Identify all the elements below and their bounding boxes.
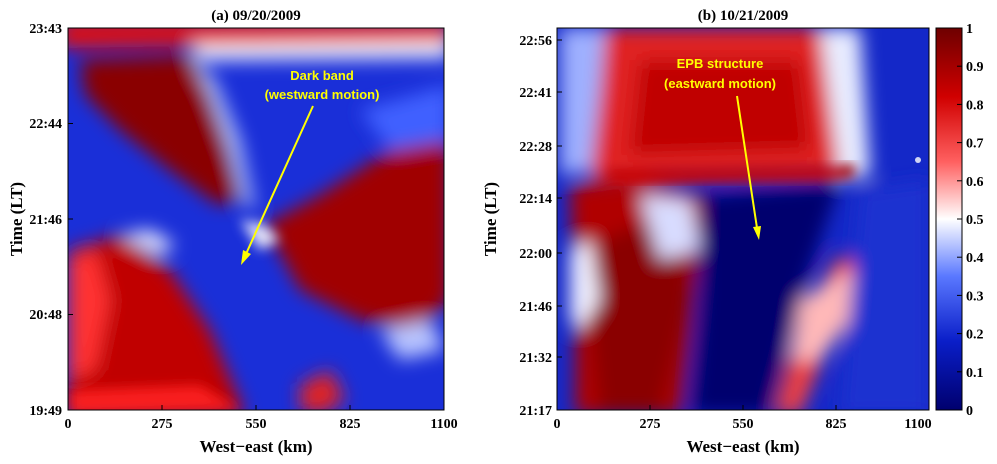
panel-b-y-tick: 21:46 <box>519 300 552 315</box>
colorbar-tick: 0.6 <box>966 175 984 190</box>
panel-a-arrow <box>241 105 314 265</box>
panel-a-annotation-line2: (westward motion) <box>265 87 380 102</box>
colorbar-tick: 0.2 <box>966 328 984 343</box>
panel-b-annotation-line1: EPB structure <box>677 56 764 71</box>
panel-b-y-tick: 21:32 <box>519 351 552 366</box>
panel-b-annotation-line2: (eastward motion) <box>664 76 776 91</box>
colorbar-tick: 0.9 <box>966 60 984 75</box>
colorbar-tick: 0.5 <box>966 213 984 228</box>
panel-b-x-tick: 550 <box>733 417 754 432</box>
panel-b-x-tick: 825 <box>826 417 847 432</box>
panel-b-heatmap <box>557 28 929 410</box>
panel-b-y-axis: 21:17 21:32 21:46 22:00 22:14 22:28 22:4… <box>519 34 562 419</box>
colorbar-tick: 0 <box>966 404 973 419</box>
panel-a-x-tick: 0 <box>65 417 72 432</box>
panel-a-x-tick: 275 <box>152 417 173 432</box>
panel-b-y-tick: 22:28 <box>519 140 552 155</box>
panel-b-y-tick: 22:41 <box>519 86 552 101</box>
panel-b-y-tick: 22:56 <box>519 34 552 49</box>
panel-b: (b) 10/21/2009 <box>481 8 932 456</box>
panel-a-y-label: Time (LT) <box>7 182 26 256</box>
colorbar-tick: 0.3 <box>966 289 984 304</box>
colorbar-tick: 0.1 <box>966 366 984 381</box>
panel-a-annotation-line1: Dark band <box>290 68 354 83</box>
panel-a-x-tick: 550 <box>246 417 267 432</box>
colorbar-tick: 0.7 <box>966 137 984 152</box>
panel-a-y-tick: 22:44 <box>29 117 62 132</box>
panel-b-y-tick: 21:17 <box>519 404 552 419</box>
panel-a-heatmap <box>68 28 444 410</box>
panel-b-x-tick: 1100 <box>904 417 931 432</box>
panel-b-title: (b) 10/21/2009 <box>698 8 788 24</box>
panel-a-x-axis: 0 275 550 825 1100 <box>65 405 458 432</box>
panel-a-y-tick: 23:43 <box>29 22 62 37</box>
panel-b-y-tick: 22:14 <box>519 192 552 207</box>
panel-a-title: (a) 09/20/2009 <box>211 8 301 24</box>
colorbar-tick: 0.8 <box>966 98 984 113</box>
panel-a-y-tick: 20:48 <box>29 308 62 323</box>
panel-b-arrow <box>736 95 761 240</box>
panel-b-x-axis: 0 275 550 825 1100 <box>554 405 932 432</box>
panel-a-y-axis: 19:49 20:48 21:46 22:44 23:43 <box>29 22 73 419</box>
panel-b-x-tick: 275 <box>640 417 661 432</box>
panel-a-x-tick: 1100 <box>430 417 457 432</box>
panel-a: (a) 09/20/2009 <box>7 8 458 456</box>
panel-a-y-tick: 19:49 <box>29 404 62 419</box>
colorbar-tick: 0.4 <box>966 251 984 266</box>
colorbar-tick: 1 <box>966 22 973 37</box>
panel-b-y-label: Time (LT) <box>481 182 500 256</box>
panel-a-x-tick: 825 <box>340 417 361 432</box>
colorbar-ticks: 0 0.1 0.2 0.3 0.4 0.5 0.6 0.7 0.8 0.9 1 <box>957 22 984 419</box>
panel-a-y-tick: 21:46 <box>29 213 62 228</box>
panel-b-y-tick: 22:00 <box>519 247 552 262</box>
panel-a-x-label: West−east (km) <box>199 437 312 456</box>
panel-b-x-label: West−east (km) <box>686 437 799 456</box>
panel-b-x-tick: 0 <box>554 417 561 432</box>
colorbar: 0 0.1 0.2 0.3 0.4 0.5 0.6 0.7 0.8 0.9 1 <box>935 22 984 419</box>
